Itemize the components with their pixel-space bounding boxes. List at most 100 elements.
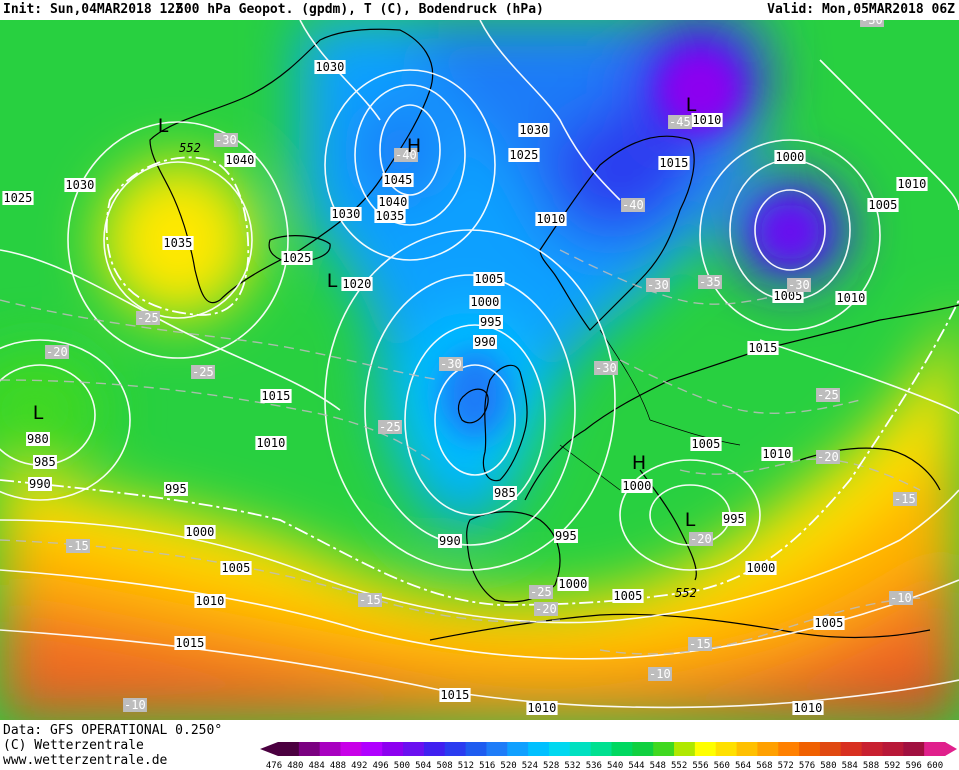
isobar-label: 1000 [621, 479, 653, 493]
high-pressure-center: H [632, 452, 646, 474]
legend-swatch [799, 742, 821, 756]
isobar-label: 1010 [691, 113, 723, 127]
legend-swatch [715, 742, 738, 756]
legend-swatch [840, 742, 863, 756]
legend-level-label: 532 [564, 761, 580, 770]
isobar-value: 1030 [65, 178, 94, 192]
isobar-value: 1020 [342, 277, 371, 291]
legend-swatch [819, 742, 842, 756]
temperature-label: -30 [439, 357, 463, 371]
isobar-value: 1000 [622, 479, 651, 493]
legend-level-label: 584 [842, 761, 858, 770]
legend-swatches [260, 742, 957, 756]
legend-swatch [278, 742, 300, 756]
isobar-value: 1025 [509, 148, 538, 162]
isobar-value: 995 [723, 512, 745, 526]
isobar-label: 985 [493, 486, 517, 500]
temperature-value: -30 [595, 361, 617, 375]
isobar-value: 1005 [868, 198, 897, 212]
temperature-value: -15 [894, 492, 916, 506]
weather-map-canvas: 1040103010251035102510201045104010351030… [0, 20, 959, 720]
temperature-label: -30 [214, 133, 238, 147]
isobar-label: 1010 [526, 701, 558, 715]
isobar-label: 1030 [330, 207, 362, 221]
cold-core-fill [440, 50, 820, 440]
isobar-value: 995 [480, 315, 502, 329]
temperature-label: -35 [698, 275, 722, 289]
map-labels: 1040103010251035102510201045104010351030… [2, 20, 928, 715]
isobar-value: 1000 [558, 577, 587, 591]
temperature-label: -15 [893, 492, 917, 506]
legend-level-label: 592 [884, 761, 900, 770]
legend-level-label: 520 [500, 761, 516, 770]
low-pressure-center: L [158, 115, 169, 137]
data-source: Data: GFS OPERATIONAL 0.250° [3, 723, 223, 738]
legend-level-label: 492 [351, 761, 367, 770]
isobar-label: 1015 [174, 636, 206, 650]
legend-level-label: 496 [372, 761, 388, 770]
isobar-value: 1025 [282, 251, 311, 265]
isobar-label: 1010 [761, 447, 793, 461]
temperature-label: -25 [191, 365, 215, 379]
isobar-label: 1010 [792, 701, 824, 715]
isobar-value: 1000 [746, 561, 775, 575]
temperature-label: -30 [860, 20, 884, 27]
color-legend: 476 480 484 488 492 496 500 504 508 512 516 520 524 5… [260, 742, 957, 770]
isobar-label: 1010 [835, 291, 867, 305]
temperature-label: -20 [816, 450, 840, 464]
isobar-label: 1010 [194, 594, 226, 608]
temperature-value: -25 [379, 420, 401, 434]
isotherms [0, 249, 921, 655]
legend-level-label: 516 [479, 761, 495, 770]
isobar-label: 1010 [535, 212, 567, 226]
temperature-value: -30 [861, 20, 883, 27]
temperature-value: -20 [46, 345, 68, 359]
temperature-value: -30 [647, 278, 669, 292]
legend-level-label: 500 [394, 761, 410, 770]
isobar-label: 995 [554, 529, 578, 543]
isobar-label: 995 [722, 512, 746, 526]
isobar-value: 1015 [175, 636, 204, 650]
isobar-value: 1030 [519, 123, 548, 137]
legend-level-label: 572 [778, 761, 794, 770]
temperature-label: -25 [136, 311, 160, 325]
isobar-label: 1025 [508, 148, 540, 162]
isobar-label: 1005 [867, 198, 899, 212]
legend-level-label: 524 [522, 761, 538, 770]
legend-level-label: 552 [671, 761, 687, 770]
low-pressure-center: L [685, 509, 696, 531]
legend-levels: 476 480 484 488 492 496 500 504 508 512 516 520 524 5… [266, 761, 943, 770]
temperature-value: -45 [669, 115, 691, 129]
isobar-value: 1005 [221, 561, 250, 575]
legend-swatch [382, 742, 404, 756]
temperature-label: -25 [816, 388, 840, 402]
isobar-value: 1015 [659, 156, 688, 170]
isobar-value: 1035 [163, 236, 192, 250]
isobar-value: 990 [29, 477, 51, 491]
temperature-label: -30 [594, 361, 618, 375]
isobar-value: 1005 [691, 437, 720, 451]
isobar-label: 1025 [281, 251, 313, 265]
isobar-label: 995 [164, 482, 188, 496]
legend-level-label: 596 [906, 761, 922, 770]
isobar-label: 1015 [260, 389, 292, 403]
legend-level-label: 528 [543, 761, 559, 770]
isobar-label: 1005 [690, 437, 722, 451]
isobar-value: 1015 [748, 341, 777, 355]
isobar-value: 1035 [375, 209, 404, 223]
legend-swatch [757, 742, 779, 756]
isobar-label: 1005 [813, 616, 845, 630]
isobar-label: 1005 [612, 589, 644, 603]
legend-swatch [653, 742, 675, 756]
legend-swatch [528, 742, 550, 756]
legend-level-label: 556 [692, 761, 708, 770]
temperature-value: -25 [137, 311, 159, 325]
isobar-value: 995 [165, 482, 187, 496]
legend-swatch [486, 742, 508, 756]
temperature-label: -45 [668, 115, 692, 129]
low-pressure-center: L [686, 94, 697, 116]
temperature-value: -15 [689, 637, 711, 651]
temperature-value: -25 [530, 585, 552, 599]
isobar-value: 1000 [470, 295, 499, 309]
temperature-label: -10 [123, 698, 147, 712]
